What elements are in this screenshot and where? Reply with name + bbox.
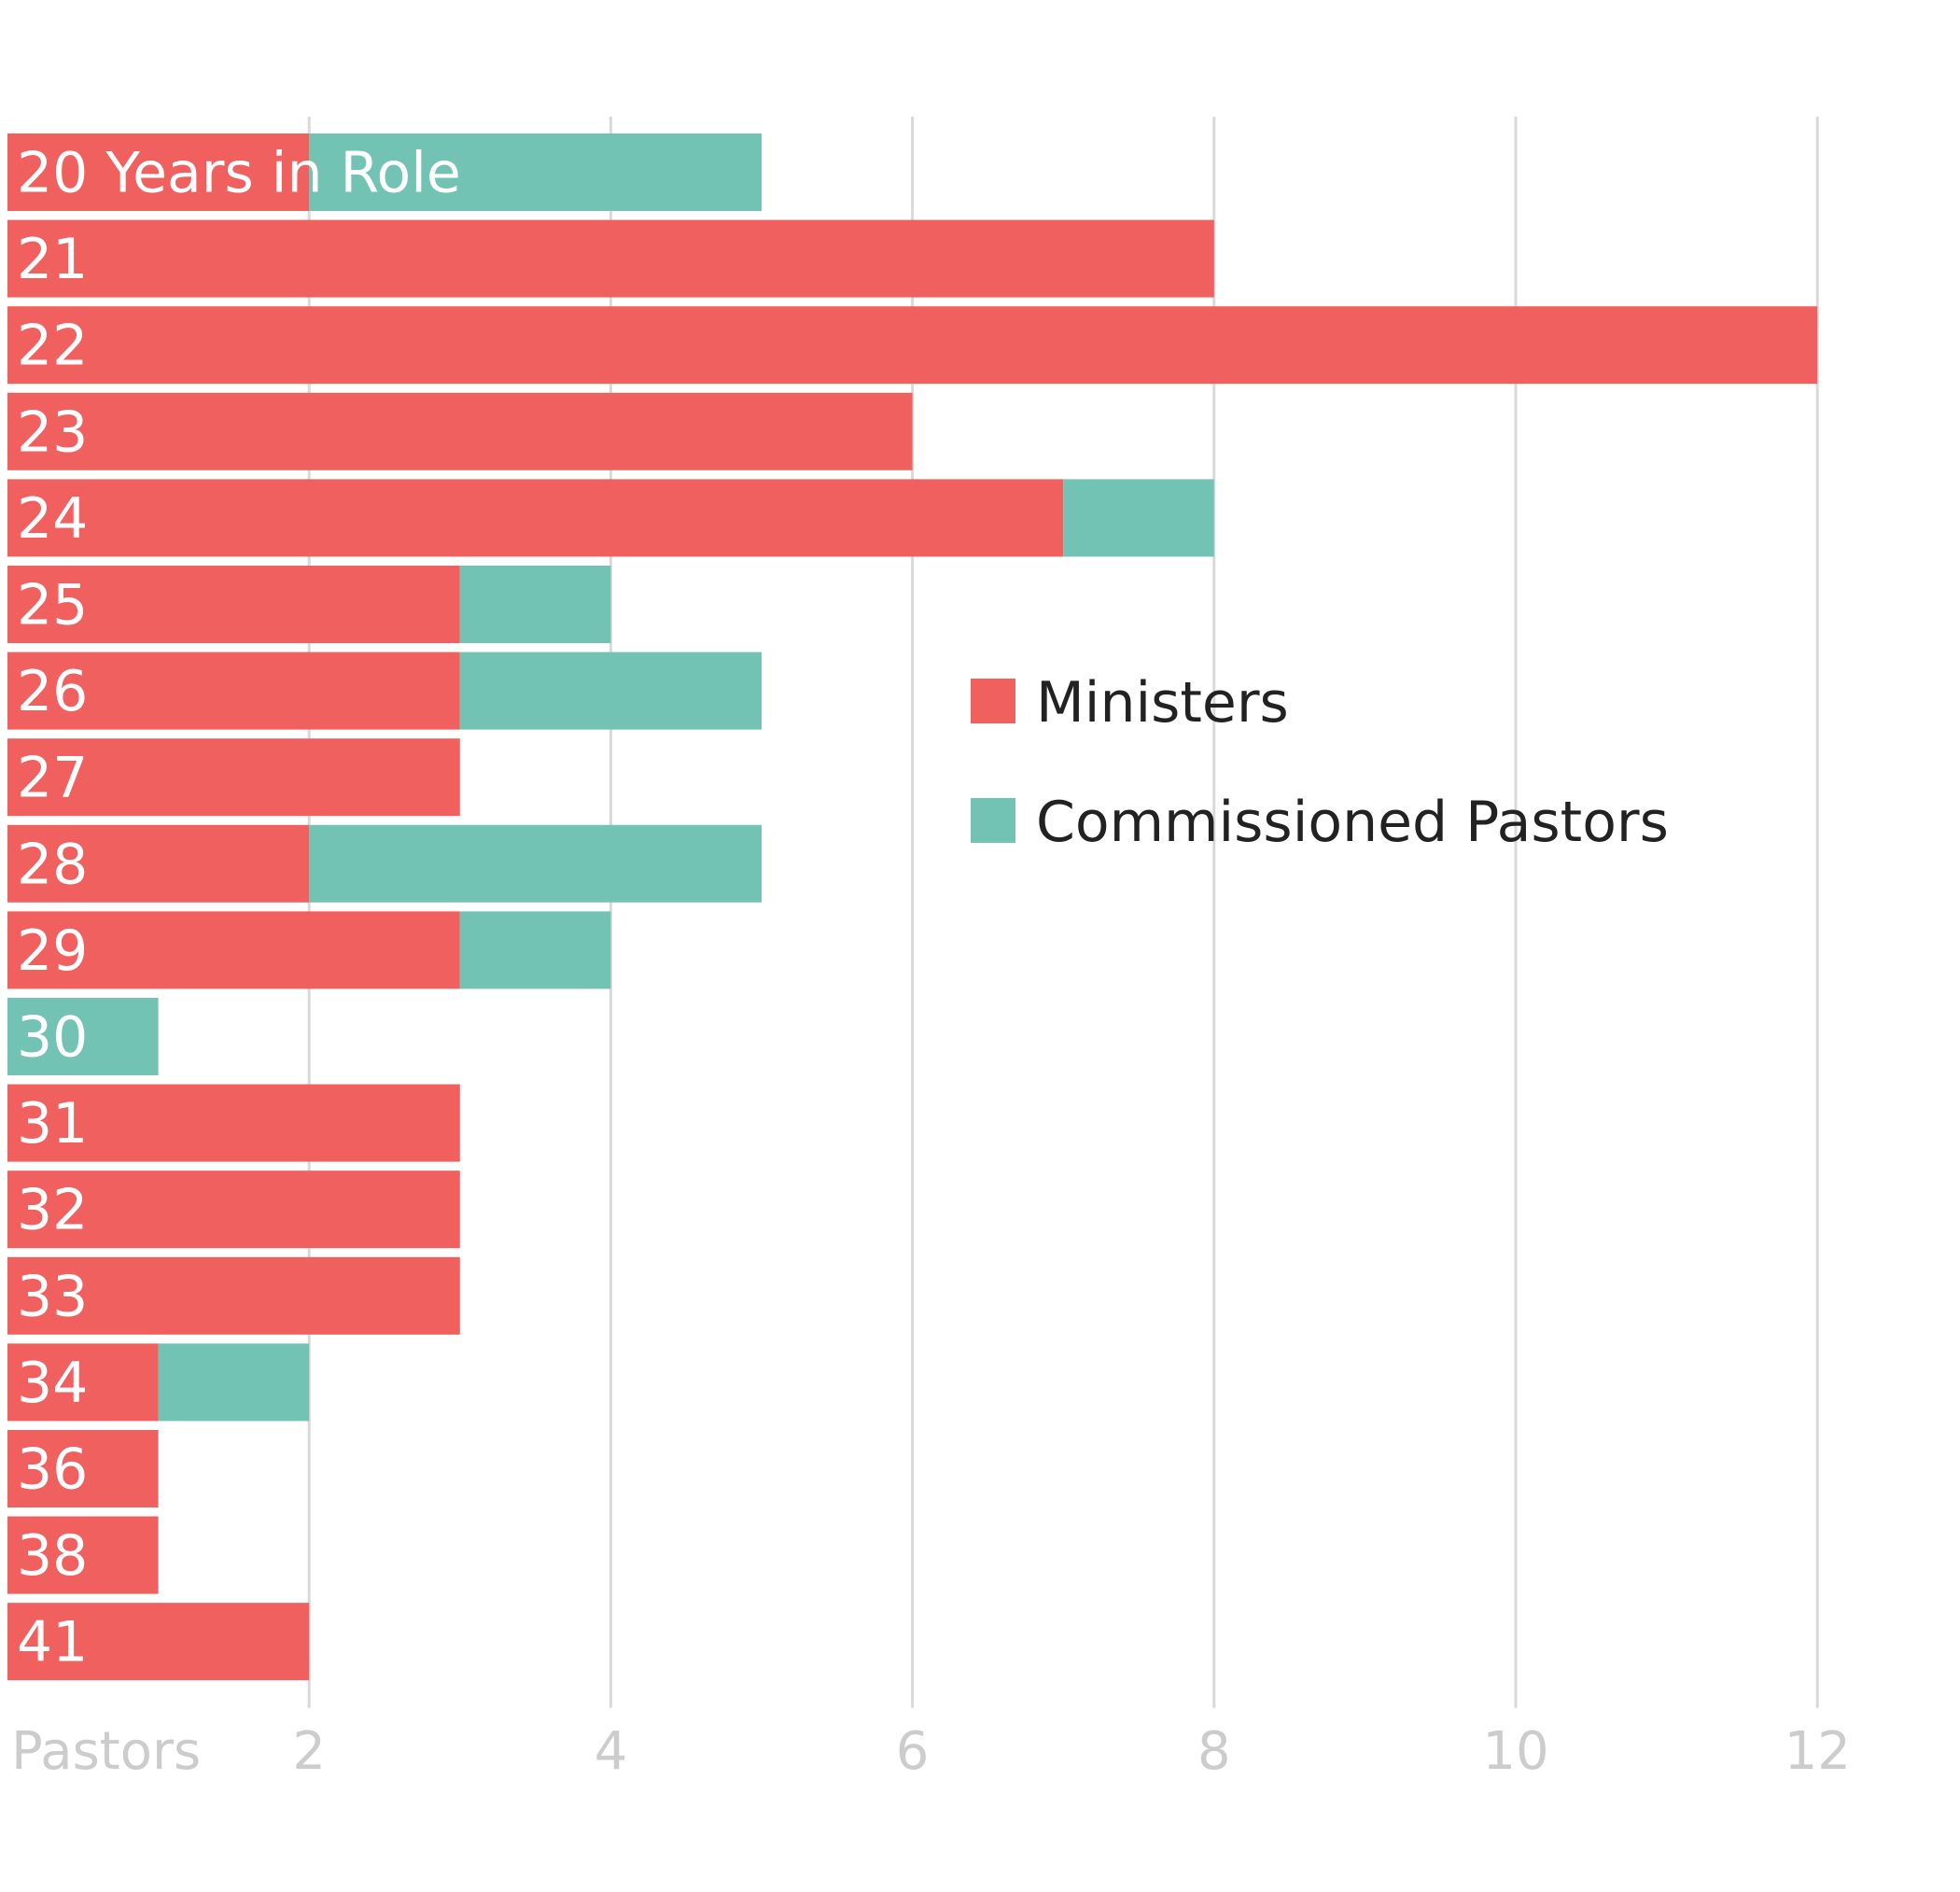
bar-ministers (7, 824, 310, 903)
category-label: 25 (17, 573, 88, 638)
category-label: 24 (17, 486, 88, 552)
bar-commissioned-pastors (309, 824, 762, 903)
category-label: 26 (17, 659, 88, 724)
category-label: 38 (17, 1523, 88, 1589)
bar-commissioned-pastors (7, 998, 159, 1075)
bar-ministers (7, 392, 913, 470)
category-label: 36 (17, 1437, 88, 1503)
bar-commissioned-pastors (459, 652, 762, 730)
legend-label: Ministers (1036, 670, 1289, 736)
bar-ministers (7, 1516, 159, 1594)
bar-ministers (7, 1256, 460, 1335)
category-label: 20 Years in Role (17, 141, 461, 206)
bar-ministers (7, 566, 460, 643)
bar-ministers (7, 1170, 460, 1249)
bar-ministers (7, 911, 460, 989)
x-tick-label: Pastors (11, 1721, 201, 1782)
bar-ministers (7, 652, 460, 730)
bar-ministers (7, 1603, 310, 1681)
category-label: 29 (17, 918, 88, 984)
x-tick-label: 6 (896, 1721, 930, 1782)
bar-commissioned-pastors (309, 133, 762, 211)
legend: Ministers Commissioned Pastors (971, 670, 1669, 855)
category-label: 23 (17, 399, 88, 465)
category-label: 31 (17, 1091, 88, 1156)
bar-ministers (7, 738, 460, 817)
category-label: 22 (17, 314, 88, 379)
bar-ministers (7, 306, 1818, 385)
bars (7, 133, 1818, 1681)
legend-swatch (971, 798, 1015, 843)
bar-ministers (7, 1343, 159, 1422)
legend-label: Commissioned Pastors (1036, 790, 1669, 855)
x-tick-label: 8 (1197, 1721, 1231, 1782)
x-tick-label: 4 (595, 1721, 628, 1782)
bar-ministers (7, 133, 310, 211)
x-tick-label: 12 (1785, 1721, 1851, 1782)
category-label: 33 (17, 1264, 88, 1329)
x-tick-label: 10 (1482, 1721, 1548, 1782)
bar-ministers (7, 479, 1064, 557)
category-label: 30 (17, 1005, 88, 1071)
bar-ministers (7, 1430, 159, 1507)
bar-commissioned-pastors (1063, 479, 1214, 557)
category-label: 27 (17, 746, 88, 811)
bar-commissioned-pastors (158, 1343, 310, 1422)
category-label: 28 (17, 832, 88, 897)
category-label: 21 (17, 227, 88, 292)
category-label: 41 (17, 1610, 88, 1675)
bar-ministers (7, 219, 1214, 298)
x-tick-label: 2 (292, 1721, 326, 1782)
category-label: 34 (17, 1351, 88, 1416)
x-axis-tick-labels: Pastors 2 4 6 8 10 12 (11, 1721, 1851, 1782)
bar-commissioned-pastors (459, 566, 611, 643)
category-label: 32 (17, 1178, 88, 1243)
bar-ministers (7, 1084, 460, 1162)
bar-commissioned-pastors (459, 911, 611, 989)
legend-swatch (971, 679, 1015, 723)
category-labels: 20 Years in Role 21 22 23 24 25 26 27 28 29 30 31 32… (17, 141, 461, 1675)
